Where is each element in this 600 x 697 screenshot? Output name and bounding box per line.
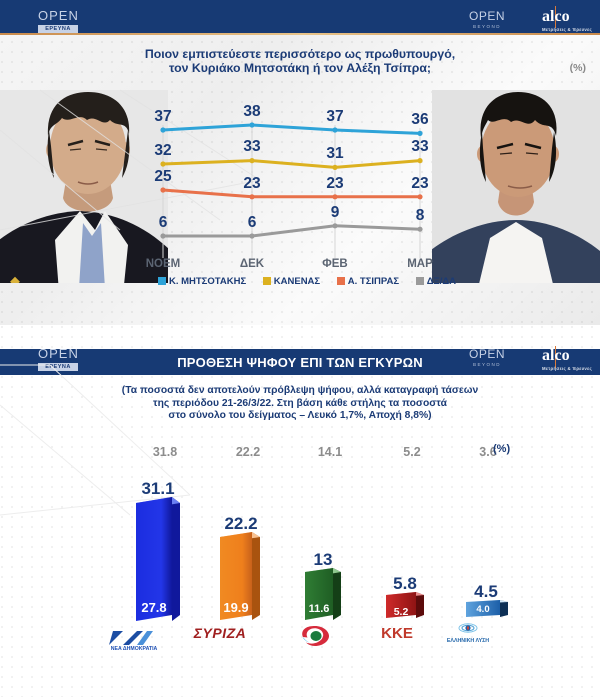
svg-text:ΦΕΒ: ΦΕΒ [322,258,347,270]
svg-text:25: 25 [154,168,172,185]
svg-text:33: 33 [411,138,429,155]
svg-text:31: 31 [326,145,344,162]
svg-text:ΝΕΑ ΔΗΜΟΚΡΑΤΙΑ: ΝΕΑ ΔΗΜΟΚΡΑΤΙΑ [111,646,158,651]
svg-text:37: 37 [154,108,171,125]
svg-text:6: 6 [248,214,257,231]
svg-text:9: 9 [331,204,340,221]
svg-text:37: 37 [326,108,343,125]
svg-text:6: 6 [159,214,168,231]
svg-text:23: 23 [243,175,261,192]
svg-text:8: 8 [416,207,425,224]
svg-text:32: 32 [154,142,171,159]
svg-text:23: 23 [411,175,429,192]
svg-text:ΝΟΕΜ: ΝΟΕΜ [146,258,181,270]
svg-text:38: 38 [243,103,261,120]
svg-text:36: 36 [411,111,429,128]
svg-text:23: 23 [326,175,344,192]
svg-text:ΜΑΡ: ΜΑΡ [407,258,433,270]
svg-text:ΔΕΚ: ΔΕΚ [240,258,265,270]
svg-text:33: 33 [243,138,261,155]
